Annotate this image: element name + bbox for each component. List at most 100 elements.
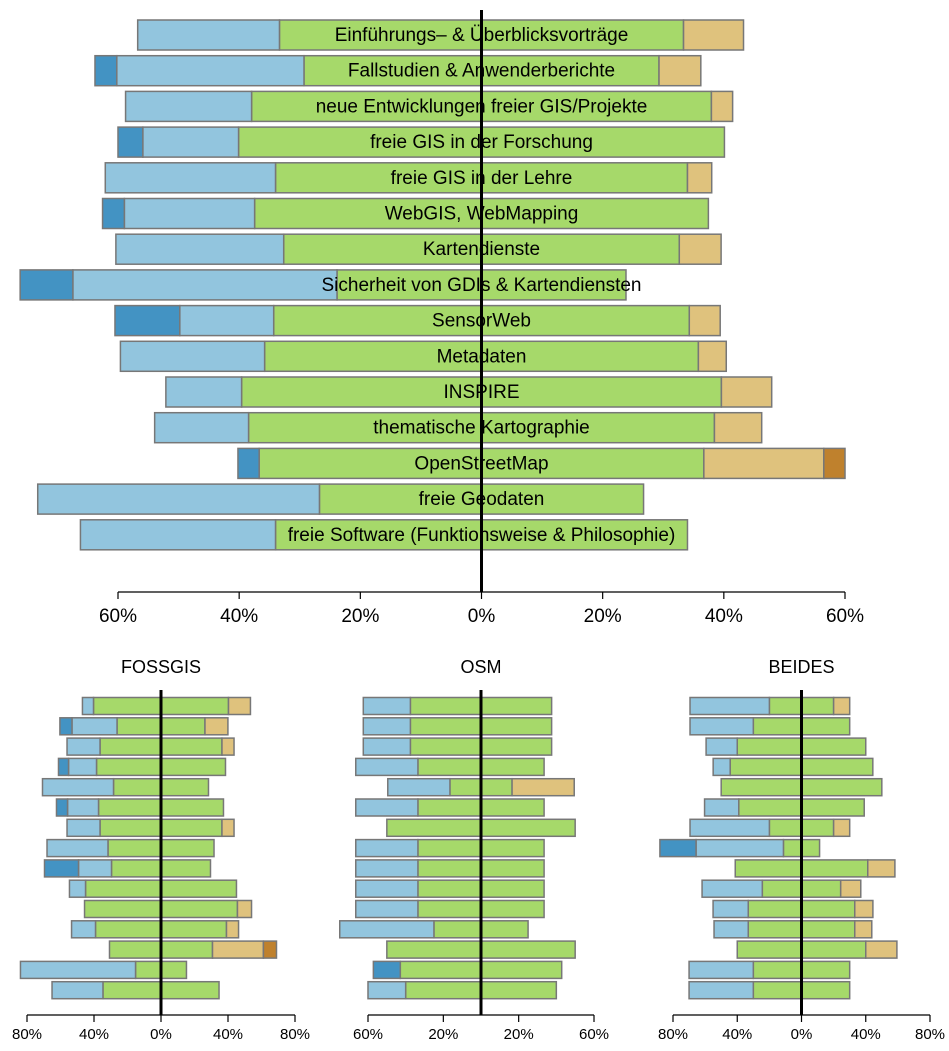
bar-segment	[153, 411, 250, 444]
bar-segment	[19, 269, 74, 301]
bar-segment	[688, 960, 755, 980]
bar-segment	[511, 777, 575, 797]
x-tick-label: 20%	[584, 606, 622, 627]
bar-segment	[339, 920, 435, 939]
bar-segment	[355, 838, 419, 858]
bar-segment	[832, 696, 851, 716]
bar-segment	[713, 920, 750, 939]
bar-segment	[689, 717, 755, 736]
x-tick-label: 40%	[705, 606, 743, 627]
x-tick-label: 40%	[220, 606, 258, 627]
x-tick-label: 40%	[851, 1026, 881, 1043]
bar-segment	[867, 859, 896, 878]
x-tick-label: 20%	[428, 1026, 458, 1043]
bar-segment	[686, 162, 713, 194]
chart-title: BEIDES	[768, 657, 834, 677]
bar-segment	[225, 920, 240, 939]
bar-segment	[41, 777, 115, 797]
bar-segment	[362, 737, 412, 756]
x-tick-label: 0%	[150, 1026, 172, 1043]
bar-segment	[712, 757, 731, 777]
x-tick-label: 60%	[353, 1026, 383, 1043]
bar-segment	[66, 737, 101, 756]
x-tick-label: 80%	[915, 1026, 945, 1043]
bar-segment	[703, 798, 740, 817]
x-tick-label: 0%	[468, 606, 496, 627]
bar-segment	[119, 340, 266, 373]
x-tick-label: 80%	[658, 1026, 688, 1043]
bar-segment	[853, 899, 874, 919]
bar-segment	[710, 90, 734, 123]
bar-segment	[712, 899, 750, 919]
bar-segment	[823, 447, 846, 480]
bar-segment	[387, 777, 451, 797]
bar-segment	[355, 899, 419, 919]
bar-segment	[117, 126, 144, 158]
bar-segment	[689, 818, 771, 838]
bar-segment	[72, 269, 338, 301]
x-tick-label: 80%	[280, 1026, 310, 1043]
bar-segment	[853, 920, 873, 939]
bar-segment	[116, 54, 305, 87]
x-tick-label: 60%	[99, 606, 137, 627]
bar-segment	[689, 696, 771, 716]
bar-segment	[71, 717, 118, 736]
bar-segment	[165, 376, 243, 408]
bar-segment	[678, 233, 722, 265]
bar-segment	[70, 920, 97, 939]
bar-segment	[204, 717, 229, 736]
bar-segment	[237, 447, 260, 480]
x-tick-label: 20%	[341, 606, 379, 627]
bar-segment	[77, 859, 113, 878]
bar-segment	[124, 90, 253, 123]
bar-segment	[262, 940, 278, 959]
bar-segment	[211, 940, 265, 959]
bar-segment	[705, 737, 738, 756]
bar-segment	[362, 717, 412, 736]
x-tick-label: 40%	[722, 1026, 752, 1043]
bar-segment	[659, 838, 697, 858]
bar-segment	[94, 54, 118, 87]
bar-segment	[36, 483, 321, 515]
bar-segment	[68, 879, 87, 898]
bar-segment	[865, 940, 898, 959]
bar-segment	[66, 818, 101, 838]
bar-segment	[703, 447, 825, 480]
bar-segment	[355, 798, 419, 817]
bar-segment	[142, 126, 240, 158]
bar-segment	[115, 233, 285, 265]
bar-segment	[695, 838, 785, 858]
bar-segment	[66, 798, 100, 817]
x-tick-label: 60%	[826, 606, 864, 627]
bar-segment	[658, 54, 702, 87]
bar-segment	[688, 980, 755, 1000]
chart-title: OSM	[460, 657, 501, 677]
bar-segment	[236, 899, 253, 919]
bar-segment	[355, 859, 419, 878]
bar-segment	[55, 798, 69, 817]
bar-segment	[59, 717, 73, 736]
bar-segment	[57, 757, 70, 777]
bar-segment	[362, 696, 412, 716]
bar-segment	[123, 197, 256, 230]
bar-segment	[51, 980, 104, 1000]
x-tick-label: 0%	[791, 1026, 813, 1043]
bar-segment	[355, 879, 419, 898]
bar-segment	[79, 519, 277, 551]
bar-segment	[372, 960, 402, 980]
bar-segment	[688, 304, 721, 337]
bar-segment	[367, 980, 407, 1000]
bar-segment	[43, 859, 80, 878]
bar-segment	[67, 757, 98, 777]
bar-segment	[682, 19, 745, 51]
bar-segment	[720, 376, 773, 408]
bar-segment	[355, 757, 419, 777]
bar-segment	[104, 162, 277, 194]
x-tick-label: 20%	[504, 1026, 534, 1043]
bar-segment	[81, 696, 95, 716]
bar-segment	[701, 879, 764, 898]
bar-segment	[114, 304, 181, 337]
chart-title: FOSSGIS	[121, 657, 201, 677]
bar-segment	[19, 960, 137, 980]
